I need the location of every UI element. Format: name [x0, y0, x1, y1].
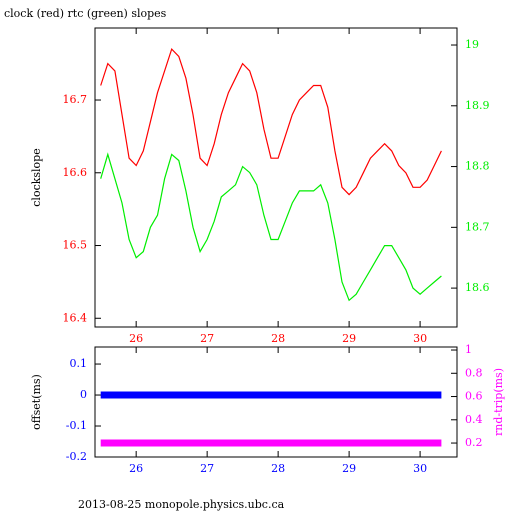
- x-tick-label: 30: [413, 462, 427, 475]
- y2-tick-label: 1: [465, 343, 472, 356]
- y2-tick-label: 18.8: [465, 160, 490, 173]
- y-tick-label: -0.2: [66, 450, 87, 463]
- x-tick-label: 26: [129, 462, 143, 475]
- y2-tick-label: 0.8: [465, 366, 483, 379]
- y2-axis-label: rnd-trip(ms): [492, 368, 505, 436]
- y2-tick-label: 19: [465, 38, 479, 51]
- plot-frame: [94, 27, 458, 328]
- x-tick-label: 27: [200, 462, 214, 475]
- y-tick-label: 0.1: [70, 357, 88, 370]
- x-tick-label: 26: [129, 332, 143, 345]
- series-line: [100, 47, 442, 196]
- y-tick-label: 0: [80, 388, 87, 401]
- y-axis-label: offset(ms): [30, 374, 43, 430]
- chart-title: clock (red) rtc (green) slopes: [4, 7, 167, 20]
- y-tick-label: -0.1: [66, 419, 87, 432]
- y2-tick-label: 0.6: [465, 390, 483, 403]
- y-axis-label: clockslope: [30, 148, 43, 206]
- x-tick-label: 30: [413, 332, 427, 345]
- x-tick-label: 28: [271, 462, 285, 475]
- y2-tick-label: 18.6: [465, 281, 490, 294]
- series-line: [100, 152, 442, 302]
- y-tick-label: 16.7: [63, 93, 88, 106]
- y-tick-label: 16.4: [63, 311, 88, 324]
- y2-tick-label: 0.4: [465, 413, 483, 426]
- x-tick-label: 28: [271, 332, 285, 345]
- footer: 2013-08-25 monopole.physics.ubc.ca: [78, 498, 285, 511]
- y2-tick-label: 18.7: [465, 220, 490, 233]
- x-tick-label: 27: [200, 332, 214, 345]
- y-tick-label: 16.5: [63, 239, 88, 252]
- x-tick-label: 29: [342, 462, 356, 475]
- plot-frame: [94, 346, 458, 458]
- y2-tick-label: 0.2: [465, 436, 483, 449]
- y-tick-label: 16.6: [63, 166, 88, 179]
- y2-tick-label: 18.9: [465, 99, 490, 112]
- x-tick-label: 29: [342, 332, 356, 345]
